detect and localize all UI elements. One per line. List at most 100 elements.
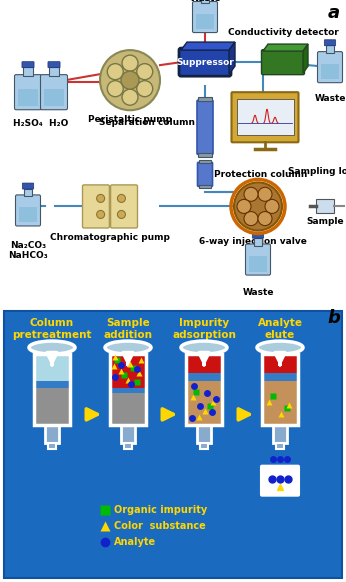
Circle shape: [244, 187, 258, 201]
Text: Separation column: Separation column: [99, 118, 195, 127]
FancyBboxPatch shape: [22, 62, 34, 68]
Circle shape: [122, 55, 138, 71]
Text: Analyte
elute: Analyte elute: [257, 318, 302, 339]
Bar: [254, 237, 262, 246]
Circle shape: [258, 212, 272, 226]
Bar: [186, 353, 222, 425]
Circle shape: [117, 194, 126, 203]
FancyBboxPatch shape: [318, 52, 343, 83]
Bar: [276, 443, 284, 449]
Circle shape: [258, 187, 272, 201]
Bar: [262, 353, 298, 425]
Bar: [237, 99, 293, 135]
Bar: [198, 97, 212, 101]
Circle shape: [122, 89, 138, 105]
Bar: [262, 353, 298, 425]
Bar: [200, 443, 208, 449]
Text: Sample: Sample: [306, 218, 344, 226]
Bar: [124, 443, 132, 449]
FancyBboxPatch shape: [15, 74, 42, 110]
Polygon shape: [303, 44, 308, 73]
FancyBboxPatch shape: [40, 74, 67, 110]
Circle shape: [117, 211, 126, 218]
Circle shape: [100, 50, 160, 110]
Text: Waste: Waste: [314, 94, 346, 103]
Bar: [110, 353, 146, 425]
Text: a: a: [328, 4, 340, 22]
FancyBboxPatch shape: [16, 195, 40, 226]
Bar: [326, 45, 334, 53]
Bar: [19, 207, 37, 222]
Bar: [45, 425, 59, 443]
Text: Na₂CO₃
NaHCO₃: Na₂CO₃ NaHCO₃: [8, 240, 48, 260]
Circle shape: [97, 211, 104, 218]
FancyBboxPatch shape: [197, 100, 213, 154]
FancyBboxPatch shape: [22, 183, 34, 189]
FancyBboxPatch shape: [179, 48, 231, 76]
Bar: [197, 425, 211, 443]
Bar: [111, 353, 145, 388]
Bar: [111, 393, 145, 425]
FancyBboxPatch shape: [262, 49, 304, 74]
Text: Peristaltic pump: Peristaltic pump: [88, 115, 172, 124]
Bar: [24, 67, 33, 76]
Text: Suppressor: Suppressor: [176, 58, 234, 66]
Text: Sampling loop: Sampling loop: [288, 168, 346, 176]
Bar: [34, 353, 70, 425]
Text: H₂SO₄  H₂O: H₂SO₄ H₂O: [13, 119, 69, 128]
Bar: [44, 88, 64, 107]
FancyBboxPatch shape: [252, 232, 264, 238]
Bar: [49, 67, 58, 76]
Bar: [201, 0, 209, 3]
Circle shape: [107, 81, 123, 97]
Bar: [34, 353, 70, 425]
Text: Analyte: Analyte: [114, 537, 156, 547]
Text: Sample
addition: Sample addition: [103, 318, 153, 339]
Ellipse shape: [29, 341, 75, 354]
FancyBboxPatch shape: [231, 92, 299, 143]
Ellipse shape: [105, 341, 151, 354]
Circle shape: [137, 81, 153, 97]
Bar: [121, 425, 135, 443]
Bar: [24, 189, 32, 196]
Bar: [249, 256, 267, 272]
FancyBboxPatch shape: [261, 466, 299, 496]
Ellipse shape: [257, 341, 303, 354]
Text: 6-way injection valve: 6-way injection valve: [199, 236, 307, 246]
Circle shape: [97, 194, 104, 203]
Text: Waste: Waste: [242, 288, 274, 297]
Text: Conductivity detector: Conductivity detector: [228, 28, 338, 37]
Bar: [186, 353, 222, 425]
Circle shape: [137, 63, 153, 80]
Bar: [48, 443, 56, 449]
FancyBboxPatch shape: [111, 185, 137, 228]
Bar: [110, 353, 146, 425]
Bar: [263, 381, 297, 425]
Bar: [187, 381, 221, 425]
Text: Chromatographic pump: Chromatographic pump: [50, 233, 170, 243]
Bar: [35, 353, 69, 381]
Text: Impurity
adsorption: Impurity adsorption: [172, 318, 236, 339]
Bar: [316, 200, 334, 214]
Circle shape: [121, 71, 139, 89]
Bar: [18, 88, 38, 107]
Text: b: b: [327, 308, 340, 327]
Polygon shape: [229, 42, 235, 74]
Bar: [35, 388, 69, 425]
FancyBboxPatch shape: [246, 244, 271, 275]
FancyBboxPatch shape: [82, 185, 109, 228]
Bar: [198, 153, 212, 157]
Text: Color  substance: Color substance: [114, 521, 206, 531]
Bar: [321, 64, 339, 79]
Text: Protection column: Protection column: [215, 170, 308, 179]
Text: Waste: Waste: [189, 0, 221, 3]
Polygon shape: [181, 42, 235, 50]
Circle shape: [244, 212, 258, 226]
Circle shape: [234, 182, 282, 230]
Bar: [187, 353, 221, 374]
FancyBboxPatch shape: [324, 40, 336, 46]
Circle shape: [107, 63, 123, 80]
Bar: [263, 353, 297, 374]
Bar: [199, 186, 211, 189]
Polygon shape: [263, 44, 308, 51]
